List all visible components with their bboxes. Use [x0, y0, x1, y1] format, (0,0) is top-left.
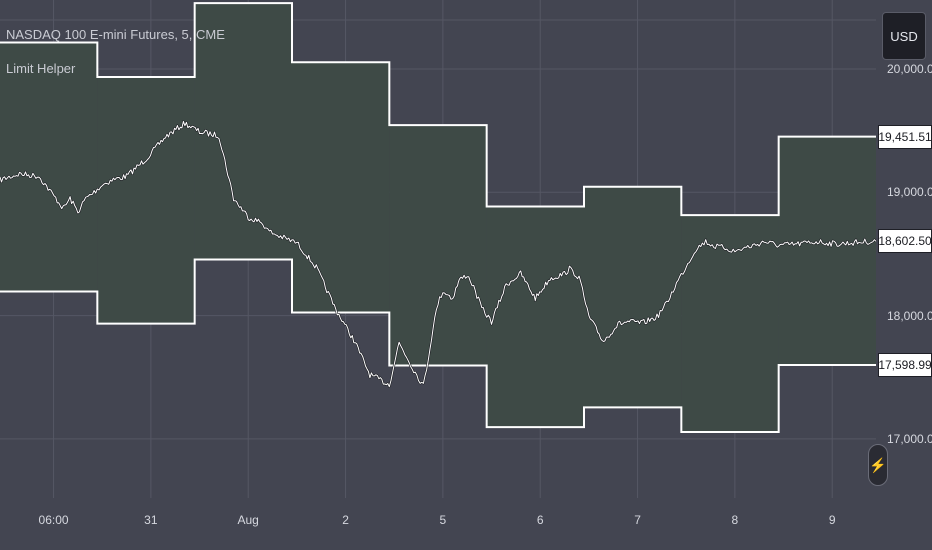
indicator-legend[interactable]: Limit Helper: [6, 61, 76, 76]
price-label: 17,598.99: [878, 352, 932, 377]
x-tick-label: 06:00: [38, 513, 69, 527]
x-tick-label: 7: [634, 513, 641, 527]
y-tick-label: 17,000.00: [887, 431, 932, 446]
limit-band: [681, 215, 779, 433]
limit-band: [584, 186, 682, 408]
lower-limit-line: [0, 258, 876, 434]
x-tick-label: 2: [342, 513, 349, 527]
y-tick-label: 19,000.00: [887, 185, 932, 200]
x-tick-label: 8: [731, 513, 739, 527]
symbol-legend[interactable]: NASDAQ 100 E-mini Futures, 5, CME: [6, 27, 225, 42]
currency-button[interactable]: USD: [882, 12, 926, 60]
limit-band: [486, 206, 584, 428]
limit-band: [389, 125, 487, 366]
price-label: 18,602.50: [878, 229, 932, 254]
limit-band: [0, 42, 98, 292]
limit-band: [292, 62, 390, 313]
lightning-icon[interactable]: ⚡: [868, 444, 888, 486]
upper-limit-line: [0, 2, 876, 217]
price-label: 19,451.51: [878, 124, 932, 149]
y-tick-label: 20,000.00: [887, 62, 932, 77]
price-line: [0, 120, 877, 388]
x-tick-label: 5: [439, 513, 447, 527]
x-tick-label: Aug: [237, 513, 259, 527]
limit-band: [97, 77, 195, 324]
x-tick-label: 31: [144, 513, 158, 527]
x-tick-label: 6: [536, 513, 544, 527]
y-tick-label: 18,000.00: [887, 308, 932, 323]
x-tick-label: 9: [828, 513, 836, 527]
limit-band: [778, 136, 876, 365]
